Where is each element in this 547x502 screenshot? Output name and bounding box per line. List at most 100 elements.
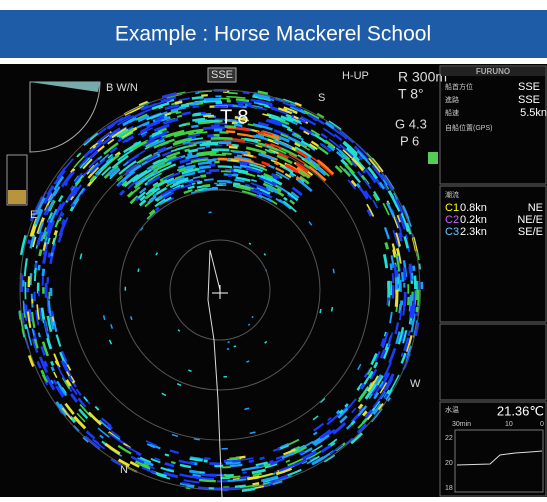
echo xyxy=(52,367,54,371)
graph-y-label: 22 xyxy=(445,435,453,442)
current-dir: NE/E xyxy=(517,214,543,226)
echo xyxy=(187,154,192,155)
tilt: T 8° xyxy=(398,86,424,102)
current-speed: 0.2kn xyxy=(460,214,487,226)
echo xyxy=(192,97,204,98)
echo xyxy=(211,138,233,139)
echo xyxy=(204,99,220,100)
echo xyxy=(232,461,240,462)
echo xyxy=(197,148,205,149)
echo xyxy=(233,167,241,168)
echo xyxy=(233,175,238,176)
echo xyxy=(198,122,210,123)
echo xyxy=(393,273,394,283)
echo xyxy=(206,173,211,174)
echo xyxy=(402,272,403,282)
echo xyxy=(25,324,26,329)
echo xyxy=(182,113,191,115)
echo xyxy=(399,274,400,286)
tilt-marker: T 8 xyxy=(220,106,249,128)
echo xyxy=(209,170,220,171)
bearing-east: E xyxy=(30,209,37,221)
echo xyxy=(404,268,405,281)
echo xyxy=(190,104,196,105)
echo xyxy=(386,242,388,249)
echo xyxy=(240,163,247,164)
echo xyxy=(235,486,246,487)
echo xyxy=(229,458,239,459)
echo xyxy=(405,292,406,306)
temp-label: 水温 xyxy=(445,405,459,414)
echo xyxy=(223,476,240,477)
mode: B W/N xyxy=(106,82,138,94)
echo xyxy=(415,276,416,289)
graph-x-label: 10 xyxy=(505,421,513,428)
level-fill xyxy=(8,190,26,204)
echo xyxy=(192,183,196,184)
echo xyxy=(320,309,321,313)
echo xyxy=(29,240,30,244)
row-label: 進路 xyxy=(445,95,459,104)
echo xyxy=(332,307,333,311)
echo xyxy=(200,176,206,177)
current-name: C1 xyxy=(445,202,459,214)
echo xyxy=(233,184,240,185)
current-speed: 0.8kn xyxy=(460,202,487,214)
echo xyxy=(177,116,182,117)
echo xyxy=(187,486,194,487)
echo xyxy=(230,465,242,466)
echo xyxy=(242,472,246,473)
echo xyxy=(201,95,208,96)
echo xyxy=(192,475,200,476)
gain: G 4.3 xyxy=(395,116,427,131)
echo xyxy=(252,316,253,317)
echo xyxy=(199,167,211,168)
echo xyxy=(44,231,45,235)
orientation: H-UP xyxy=(342,70,369,82)
echo xyxy=(51,361,53,365)
current-dir: SE/E xyxy=(518,226,543,238)
echo xyxy=(234,346,236,347)
echo xyxy=(410,306,411,318)
row-label: 船首方位 xyxy=(445,82,473,91)
echo xyxy=(244,408,249,409)
echo xyxy=(49,253,50,258)
echo xyxy=(333,269,334,274)
row-value: SSE xyxy=(518,81,540,93)
echo xyxy=(55,231,57,236)
echo xyxy=(201,475,216,476)
echo xyxy=(203,185,210,186)
echo xyxy=(138,269,139,272)
echo xyxy=(43,275,44,286)
row-label: 船速 xyxy=(445,108,459,117)
echo xyxy=(248,324,249,325)
echo xyxy=(39,333,40,337)
echo xyxy=(188,150,198,152)
echo xyxy=(260,458,265,459)
echo xyxy=(30,273,31,285)
echo xyxy=(246,361,249,362)
echo xyxy=(409,331,410,336)
echo xyxy=(412,304,414,318)
echo xyxy=(396,290,397,307)
echo xyxy=(391,263,392,270)
echo xyxy=(413,266,414,271)
echo xyxy=(259,465,263,466)
echo xyxy=(249,461,254,462)
echo xyxy=(198,162,212,164)
echo xyxy=(236,99,249,101)
echo xyxy=(249,243,251,244)
echo xyxy=(171,462,175,463)
heading: SSE xyxy=(211,69,233,81)
current-label: 潮流 xyxy=(445,190,459,199)
echo xyxy=(410,264,412,281)
position-label: 自船位置(GPS) xyxy=(445,123,492,132)
echo xyxy=(200,144,219,145)
echo xyxy=(229,147,238,148)
echo xyxy=(204,179,214,180)
echo xyxy=(191,126,198,127)
echo xyxy=(43,269,44,276)
temp-value: 21.36℃ xyxy=(497,403,544,418)
